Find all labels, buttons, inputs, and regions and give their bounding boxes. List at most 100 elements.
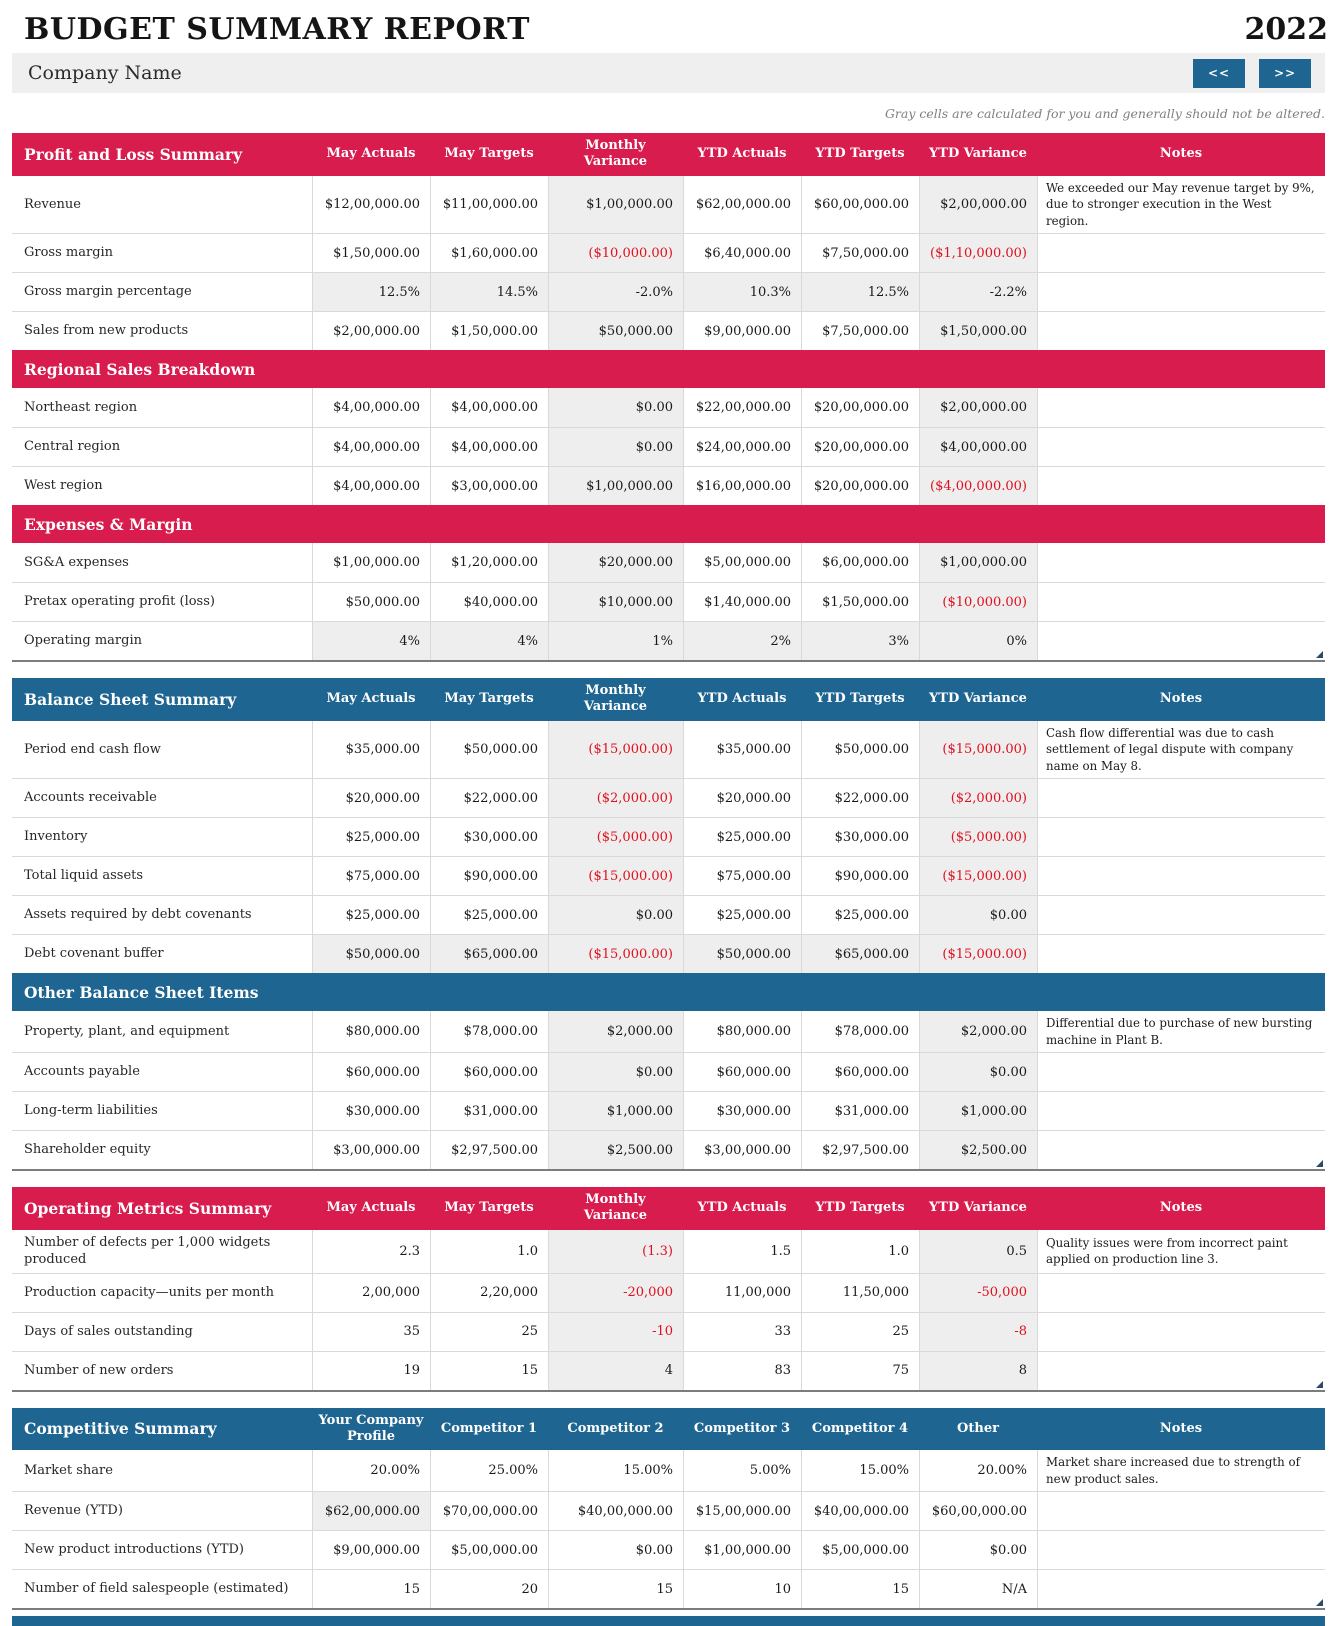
cell-note[interactable]: [1037, 1312, 1325, 1351]
cell-value[interactable]: 1.0: [430, 1229, 548, 1273]
cell-value[interactable]: 25: [801, 1312, 919, 1351]
cell-value[interactable]: $0.00: [919, 1531, 1037, 1570]
next-sheet-button[interactable]: >>: [1259, 58, 1311, 88]
cell-value[interactable]: $7,50,000.00: [801, 312, 919, 351]
cell-value[interactable]: $70,00,000.00: [430, 1492, 548, 1531]
cell-value[interactable]: $4,00,000.00: [312, 388, 430, 428]
cell-value[interactable]: $40,000.00: [430, 583, 548, 622]
cell-value[interactable]: $2,97,500.00: [430, 1131, 548, 1170]
cell-note[interactable]: [1037, 1492, 1325, 1531]
cell-value[interactable]: $30,000.00: [430, 818, 548, 857]
cell-value[interactable]: $1,20,000.00: [430, 543, 548, 583]
cell-value[interactable]: 15: [430, 1351, 548, 1390]
cell-value[interactable]: 10: [683, 1570, 801, 1609]
cell-value[interactable]: $20,000.00: [683, 779, 801, 818]
cell-value[interactable]: $25,000.00: [430, 896, 548, 935]
cell-value[interactable]: 25.00%: [430, 1450, 548, 1492]
cell-value[interactable]: $50,000.00: [801, 720, 919, 779]
cell-value[interactable]: 2.3: [312, 1229, 430, 1273]
cell-value[interactable]: 15: [801, 1570, 919, 1609]
cell-value[interactable]: $90,000.00: [801, 857, 919, 896]
cell-value[interactable]: $22,000.00: [430, 779, 548, 818]
cell-value[interactable]: $11,00,000.00: [430, 175, 548, 234]
cell-value[interactable]: $35,000.00: [312, 720, 430, 779]
cell-value[interactable]: $3,00,000.00: [430, 467, 548, 506]
cell-note[interactable]: [1037, 1531, 1325, 1570]
cell-note[interactable]: [1037, 896, 1325, 935]
cell-value[interactable]: $60,00,000.00: [919, 1492, 1037, 1531]
cell-note[interactable]: [1037, 234, 1325, 273]
cell-note[interactable]: [1037, 1570, 1325, 1609]
cell-value[interactable]: $16,00,000.00: [683, 467, 801, 506]
cell-value[interactable]: 35: [312, 1312, 430, 1351]
cell-value[interactable]: 2,00,000: [312, 1273, 430, 1312]
cell-value[interactable]: $4,00,000.00: [430, 428, 548, 467]
cell-value[interactable]: $78,000.00: [801, 1011, 919, 1053]
cell-value[interactable]: 25: [430, 1312, 548, 1351]
cell-value[interactable]: $40,00,000.00: [801, 1492, 919, 1531]
cell-value[interactable]: 15.00%: [548, 1450, 683, 1492]
cell-value[interactable]: $60,000.00: [430, 1053, 548, 1092]
cell-value[interactable]: $1,50,000.00: [430, 312, 548, 351]
cell-note[interactable]: [1037, 935, 1325, 974]
cell-value[interactable]: $30,000.00: [801, 818, 919, 857]
cell-note[interactable]: Differential due to purchase of new burs…: [1037, 1011, 1325, 1053]
cell-value[interactable]: 20.00%: [919, 1450, 1037, 1492]
cell-value[interactable]: $25,000.00: [312, 896, 430, 935]
cell-note[interactable]: Quality issues were from incorrect paint…: [1037, 1229, 1325, 1273]
cell-value[interactable]: $5,00,000.00: [683, 543, 801, 583]
cell-value[interactable]: $5,00,000.00: [801, 1531, 919, 1570]
cell-value[interactable]: $75,000.00: [312, 857, 430, 896]
cell-value[interactable]: $20,00,000.00: [801, 428, 919, 467]
cell-note[interactable]: [1037, 1273, 1325, 1312]
cell-value[interactable]: $9,00,000.00: [683, 312, 801, 351]
cell-value[interactable]: $1,50,000.00: [312, 234, 430, 273]
cell-value[interactable]: $1,50,000.00: [801, 583, 919, 622]
cell-value[interactable]: $30,000.00: [312, 1092, 430, 1131]
cell-value[interactable]: $20,000.00: [312, 779, 430, 818]
cell-value[interactable]: $1,00,000.00: [683, 1531, 801, 1570]
cell-value[interactable]: 2,20,000: [430, 1273, 548, 1312]
cell-value[interactable]: $90,000.00: [430, 857, 548, 896]
cell-value[interactable]: 15.00%: [801, 1450, 919, 1492]
cell-note[interactable]: [1037, 273, 1325, 312]
cell-value[interactable]: $2,97,500.00: [801, 1131, 919, 1170]
cell-value[interactable]: $30,000.00: [683, 1092, 801, 1131]
cell-value[interactable]: $24,00,000.00: [683, 428, 801, 467]
cell-value[interactable]: $60,000.00: [312, 1053, 430, 1092]
cell-value[interactable]: 19: [312, 1351, 430, 1390]
cell-value[interactable]: $75,000.00: [683, 857, 801, 896]
cell-value[interactable]: $3,00,000.00: [683, 1131, 801, 1170]
cell-value[interactable]: $5,00,000.00: [430, 1531, 548, 1570]
cell-value[interactable]: 20.00%: [312, 1450, 430, 1492]
cell-value[interactable]: $25,000.00: [683, 896, 801, 935]
cell-value[interactable]: $7,50,000.00: [801, 234, 919, 273]
cell-value[interactable]: $35,000.00: [683, 720, 801, 779]
cell-value[interactable]: $60,000.00: [801, 1053, 919, 1092]
cell-value[interactable]: 11,00,000: [683, 1273, 801, 1312]
cell-note[interactable]: We exceeded our May revenue target by 9%…: [1037, 175, 1325, 234]
cell-value[interactable]: $4,00,000.00: [312, 467, 430, 506]
cell-value[interactable]: $3,00,000.00: [312, 1131, 430, 1170]
cell-value[interactable]: 1.0: [801, 1229, 919, 1273]
cell-note[interactable]: Cash flow differential was due to cash s…: [1037, 720, 1325, 779]
cell-value[interactable]: $12,00,000.00: [312, 175, 430, 234]
cell-value[interactable]: $25,000.00: [683, 818, 801, 857]
prev-sheet-button[interactable]: <<: [1193, 58, 1245, 88]
cell-note[interactable]: [1037, 428, 1325, 467]
cell-value[interactable]: 33: [683, 1312, 801, 1351]
cell-note[interactable]: [1037, 779, 1325, 818]
cell-note[interactable]: [1037, 467, 1325, 506]
cell-value[interactable]: 15: [312, 1570, 430, 1609]
cell-value[interactable]: $22,00,000.00: [683, 388, 801, 428]
cell-note[interactable]: [1037, 1351, 1325, 1390]
cell-value[interactable]: $22,000.00: [801, 779, 919, 818]
cell-value[interactable]: $2,00,000.00: [312, 312, 430, 351]
cell-value[interactable]: $20,00,000.00: [801, 467, 919, 506]
cell-note[interactable]: [1037, 543, 1325, 583]
cell-note[interactable]: [1037, 312, 1325, 351]
cell-value[interactable]: $25,000.00: [801, 896, 919, 935]
cell-note[interactable]: [1037, 622, 1325, 661]
cell-value[interactable]: $80,000.00: [683, 1011, 801, 1053]
cell-value[interactable]: $78,000.00: [430, 1011, 548, 1053]
